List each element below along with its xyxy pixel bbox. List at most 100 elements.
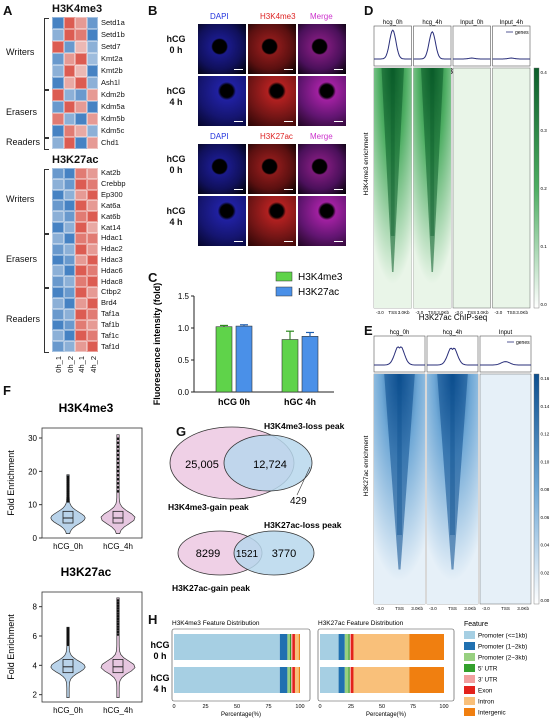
micrograph-tile (248, 144, 296, 194)
feature-segment (174, 634, 280, 660)
heatmap-cell (86, 77, 98, 89)
colorbar-tick: 0.10 (541, 459, 550, 464)
x-category-label: hCG 0h (218, 397, 250, 407)
gene-label: Chd1 (101, 138, 119, 147)
colorbar-tick: 0.2 (541, 186, 548, 191)
heatmap-column-label: 4h_2 (88, 356, 98, 373)
venn2-loss-ellipse (233, 530, 315, 576)
heatmap-cell (86, 53, 98, 65)
x-axis-label: Percentage(%) (221, 712, 261, 718)
colorbar-tick: 0.02 (541, 570, 550, 575)
micrograph-tile (298, 24, 346, 74)
venn1-right-count: 429 (290, 496, 307, 507)
legend-label: Promoter (2~3kb) (478, 655, 527, 662)
x-tick-label: 25 (202, 704, 208, 710)
legend-swatch (464, 642, 475, 650)
outlier-point (66, 480, 70, 484)
gene-label: Ash1l (101, 78, 120, 87)
heatmap-cell (63, 308, 75, 320)
heatmap-cell (52, 53, 64, 65)
heatmap-cell (75, 65, 87, 77)
heatmap-x-tick: TSS (428, 310, 437, 315)
box (112, 659, 124, 674)
heatmap-x-tick: 3.0Kb (477, 310, 489, 315)
heatmap-cell (86, 222, 98, 233)
venn1-loss-ellipse (223, 434, 313, 492)
profile-frame (373, 335, 426, 373)
panel-label-f: F (3, 383, 11, 398)
chipseq-title: H3K27ac ChIP-seq (419, 314, 487, 322)
heatmap-cell (52, 41, 64, 53)
heatmap-wedge (437, 374, 468, 570)
heatmap-cell (75, 243, 87, 255)
heatmap-cell (75, 287, 87, 298)
heatmap-cell (63, 341, 75, 352)
heatmap-cell (52, 308, 64, 320)
heatmap-x-tick: 3.0Kb (398, 310, 410, 315)
micrograph-tile (298, 76, 346, 126)
outlier-point (116, 453, 120, 457)
gene-label: Kmt2b (101, 66, 123, 75)
outlier-point (66, 490, 70, 494)
heatmap-cell (86, 101, 98, 113)
stain-label: DAPI (210, 132, 229, 141)
gene-label: Kdm2b (101, 90, 125, 99)
profile-label: hcg_4h (422, 20, 442, 26)
colorbar-tick: 0.08 (541, 487, 550, 492)
violin-title: H3K4me3 (59, 401, 114, 415)
heatmap-x-tick: 3.0Kb (464, 606, 476, 610)
stain-label: H3K4me3 (260, 12, 296, 21)
y-tick-label: 30 (28, 434, 37, 443)
heatmap-cell (75, 89, 87, 101)
row-label: hCG 0 h (166, 154, 186, 176)
heatmap-x-tick: TSS (507, 310, 516, 315)
profile-frame (479, 335, 532, 373)
feature-segment (320, 667, 339, 693)
group-label: Erasers (6, 254, 38, 264)
venn2-mid-count: 1521 (236, 549, 259, 560)
heatmap-cell (63, 200, 75, 212)
outlier-point (66, 482, 70, 486)
x-tick-label: 75 (410, 704, 416, 710)
feature-segment (338, 667, 345, 693)
profile-line (480, 361, 531, 366)
heatmap-cell (63, 125, 75, 137)
heatmap-cell (63, 53, 75, 65)
legend-swatch (464, 675, 475, 683)
outlier-point (116, 481, 120, 485)
heatmap-cell (75, 330, 87, 342)
feature-chart-title: H3K4me3 Feature Distribution (172, 620, 260, 627)
profile-line (427, 347, 478, 366)
outlier-point (66, 479, 70, 482)
heatmap-cell (52, 168, 64, 179)
heatmap-cell (52, 232, 64, 244)
heatmap-cell (86, 168, 98, 179)
feature-segment (287, 667, 290, 693)
outlier-point (66, 496, 70, 499)
feature-segment (344, 634, 349, 660)
colorbar (533, 373, 540, 605)
y-tick-label: 10 (28, 501, 37, 510)
x-tick-label: 100 (439, 704, 448, 710)
violin-body (50, 626, 86, 698)
legend-swatch (464, 653, 475, 661)
group-bracket (44, 90, 49, 138)
legend-label: 3' UTR (478, 677, 498, 684)
scale-bar (284, 68, 293, 70)
heatmap-cell (63, 77, 75, 89)
heatmap-cell (86, 65, 98, 77)
outlier-point (116, 445, 120, 449)
x-category-label: hCG_4h (103, 706, 133, 715)
heatmap2-title: H3K27ac (52, 154, 99, 166)
gene-label: Hdac3 (101, 255, 123, 264)
feature-segment (298, 634, 300, 660)
heatmap-cell (63, 222, 75, 233)
colorbar-tick: 0.00 (541, 598, 550, 603)
feature-segment (320, 634, 339, 660)
heatmap-cell (63, 211, 75, 223)
heatmap-cell (75, 125, 87, 137)
y-tick-label: 2 (33, 691, 38, 700)
group-bracket (44, 18, 49, 90)
heatmap-cell (52, 265, 64, 277)
heatmap-cell (63, 232, 75, 244)
